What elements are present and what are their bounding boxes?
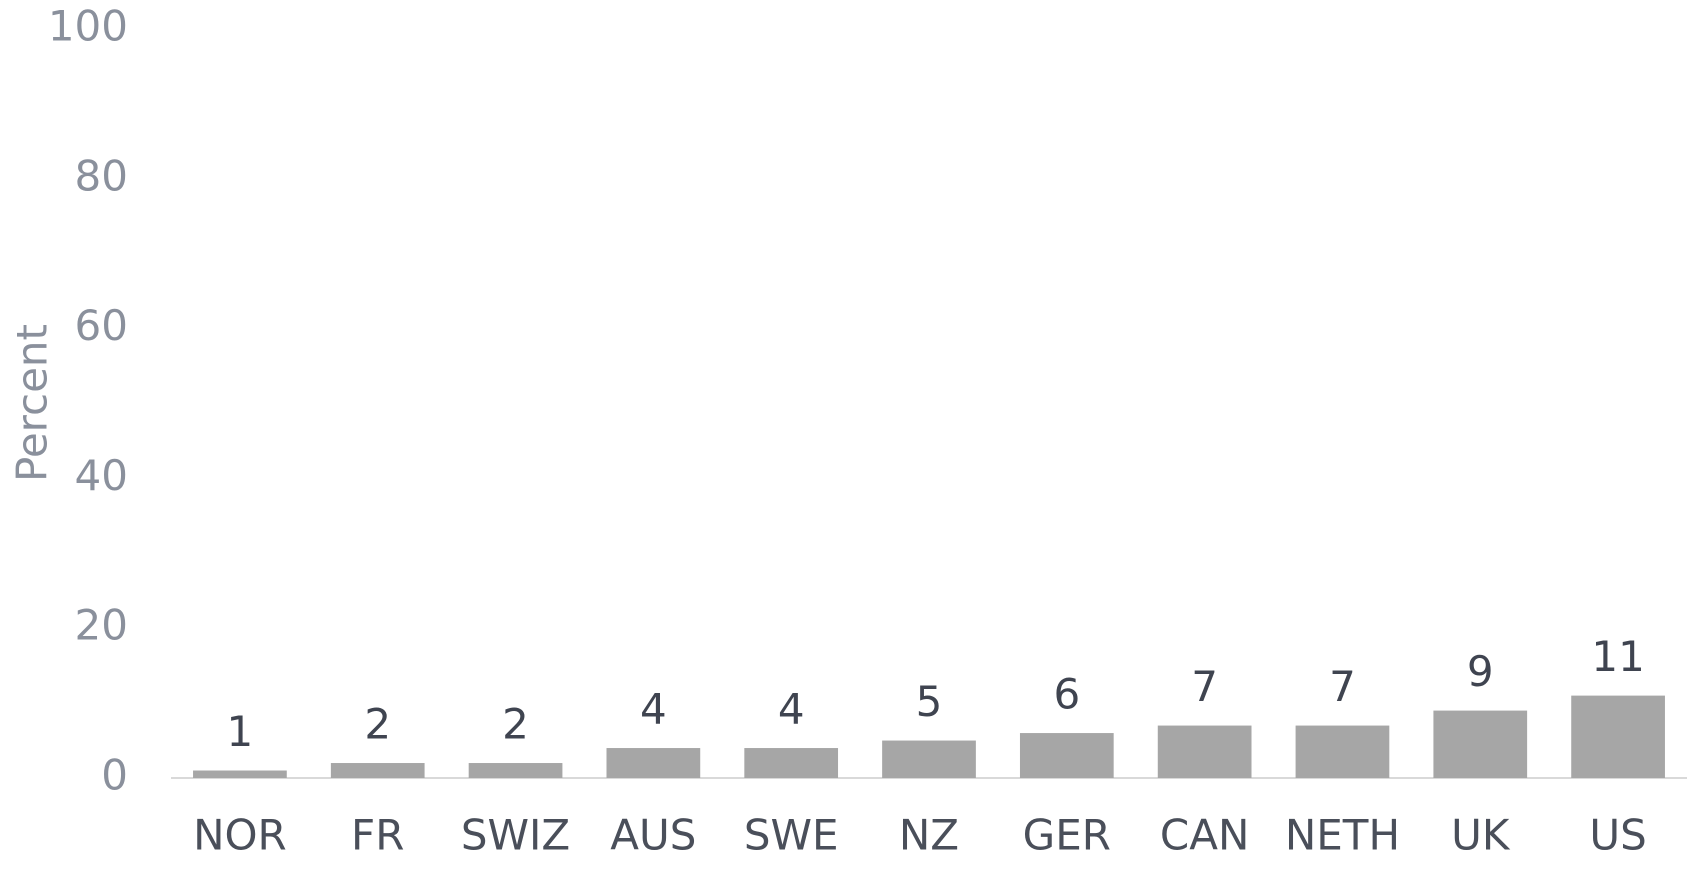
value-label: 1 — [227, 707, 254, 756]
bar — [193, 770, 287, 778]
bar — [330, 763, 425, 778]
bar — [1157, 725, 1252, 778]
value-label: 7 — [1329, 662, 1356, 711]
y-tick-label: 20 — [75, 601, 128, 650]
x-tick-label: CAN — [1160, 811, 1249, 860]
bar — [1571, 695, 1665, 778]
x-tick-label: UK — [1451, 811, 1511, 860]
y-tick-label: 0 — [101, 751, 128, 800]
x-tick-label: SWIZ — [461, 811, 570, 860]
x-tick-label: NZ — [899, 811, 959, 860]
x-tick-label: US — [1589, 811, 1646, 860]
x-tick-label: NOR — [193, 811, 287, 860]
bar — [744, 748, 839, 778]
x-tick-label: AUS — [610, 811, 696, 860]
y-axis-label: Percent — [8, 324, 57, 482]
y-tick-label: 100 — [48, 2, 128, 51]
y-tick-label: 60 — [75, 301, 128, 350]
x-tick-label: NETH — [1285, 811, 1400, 860]
y-tick-label: 80 — [75, 151, 128, 200]
value-label: 7 — [1191, 662, 1218, 711]
x-tick-label: GER — [1023, 811, 1111, 860]
x-tick-label: SWE — [744, 811, 839, 860]
value-label: 2 — [502, 700, 529, 749]
bar — [882, 740, 976, 778]
bar — [1019, 733, 1114, 778]
bar — [468, 763, 563, 778]
bar — [1295, 725, 1390, 778]
bar — [1433, 710, 1528, 778]
value-label: 11 — [1591, 632, 1644, 681]
x-tick-label: FR — [351, 811, 404, 860]
value-label: 2 — [364, 700, 391, 749]
value-label: 6 — [1053, 670, 1080, 719]
value-label: 4 — [640, 685, 667, 734]
value-label: 5 — [916, 677, 943, 726]
value-label: 4 — [778, 685, 805, 734]
value-label: 9 — [1467, 647, 1494, 696]
bar — [606, 748, 701, 778]
y-tick-label: 40 — [75, 451, 128, 500]
